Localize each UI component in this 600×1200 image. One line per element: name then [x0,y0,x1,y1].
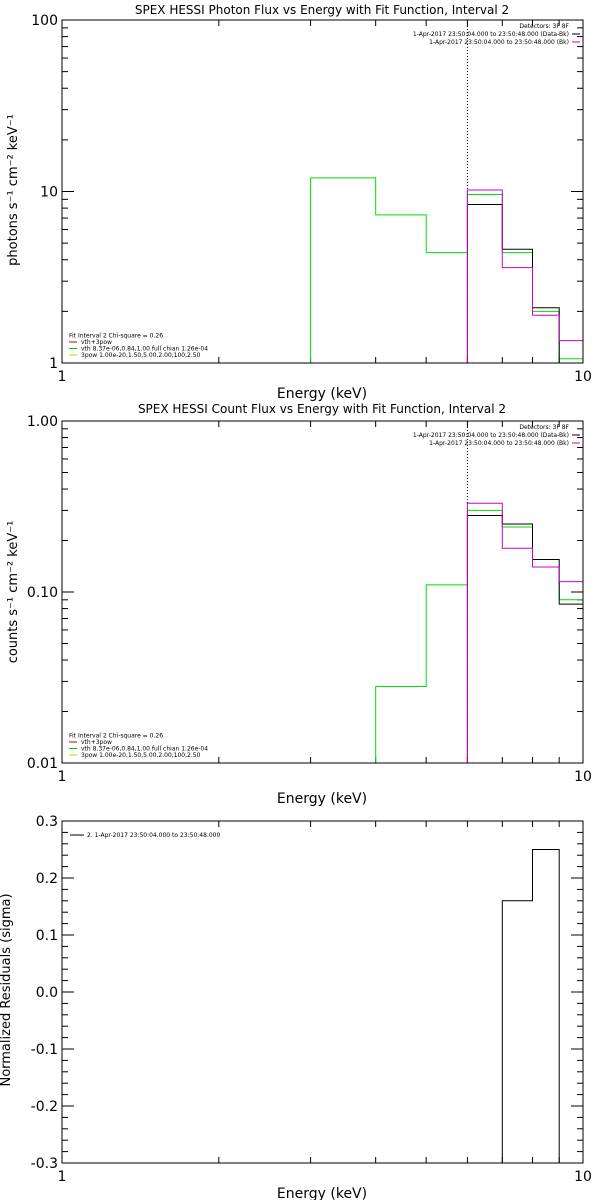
y-tick-label: 0.10 [27,585,58,601]
legend-entry: Fit Interval 2 Chi-square = 0.26 [69,333,163,340]
series-data-bk [466,515,584,763]
panel3-xlabel: Energy (keV) [277,1186,367,1200]
legend-entry: vth+3pow [81,339,112,346]
legend-entry: 3pow 1.00e-20,1.50,5.00,2.00,100,2.50 [81,752,201,759]
x-tick-label: 10 [574,369,592,385]
y-tick-label: -0.3 [31,1156,58,1172]
panel-photon-flux: SPEX HESSI Photon Flux vs Energy with Fi… [6,3,592,402]
legend-entry: Detectors: 3F 8F [519,424,569,431]
panel1-plot-frame [61,19,584,364]
panel3-plot-frame [61,820,584,1164]
legend-entry: 1-Apr-2017 23:50:04.000 to 23:50:48.000 … [429,39,569,46]
x-tick-label: 1 [58,1169,67,1185]
y-tick-label: 0.0 [36,985,58,1001]
legend-entry: vth 8.37e-06,0.84,1.00 full chian 1.26e-… [81,746,208,753]
panel1-xlabel: Energy (keV) [277,386,367,402]
panel2-title: SPEX HESSI Count Flux vs Energy with Fit… [138,402,506,416]
panel1-title: SPEX HESSI Photon Flux vs Energy with Fi… [135,3,509,17]
panel-count-flux: SPEX HESSI Count Flux vs Energy with Fit… [6,402,592,807]
legend-entry: vth 8.37e-06,0.84,1.00 full chian 1.26e-… [81,346,208,353]
series-bk [466,189,584,363]
y-tick-label: 0.01 [27,756,58,772]
x-tick-label: 10 [574,1169,592,1185]
y-tick-label: 100 [31,13,58,29]
panel3-ylabel: Normalized Residuals (sigma) [0,893,14,1086]
series-data-bk [466,204,583,364]
panel-residuals: Normalized Residuals (sigma) Energy (keV… [0,814,592,1200]
legend-entry: Detectors: 3F 8F [519,23,569,30]
legend-entry: 1-Apr-2017 23:50:04.000 to 23:50:48.000 … [413,31,569,38]
panel2-xlabel: Energy (keV) [277,791,367,807]
panel2-plot-frame [61,420,584,764]
legend-entry: vth+3pow [81,739,112,746]
legend-entry: Fit Interval 2 Chi-square = 0.26 [69,733,163,740]
legend-entry: 3pow 1.00e-20,1.50,5.00,2.00,100,2.50 [81,352,201,359]
y-tick-label: -0.2 [31,1099,58,1115]
y-tick-label: 0.3 [36,814,58,830]
x-tick-label: 10 [574,769,592,785]
panel2-ylabel: counts s⁻¹ cm⁻² keV⁻¹ [6,521,21,664]
x-tick-label: 1 [58,769,67,785]
y-tick-label: 1.00 [27,414,58,430]
y-tick-label: 0.2 [36,871,58,887]
series-vth [375,509,584,763]
legend-entry: 1-Apr-2017 23:50:04.000 to 23:50:48.000 … [429,440,569,447]
y-tick-label: 10 [40,185,58,201]
series-residuals [467,849,583,1164]
y-tick-label: 1 [49,356,58,372]
series-bk [466,502,584,763]
y-tick-label: 0.1 [36,928,58,944]
legend-entry: 1-Apr-2017 23:50:04.000 to 23:50:48.000 … [413,432,569,439]
legend-entry: 2. 1-Apr-2017 23:50:04.000 to 23:50:48.0… [87,832,220,839]
y-tick-label: -0.1 [31,1042,58,1058]
panel1-ylabel: photons s⁻¹ cm⁻² keV⁻¹ [6,114,21,266]
x-tick-label: 1 [58,369,67,385]
series-vth [310,177,584,363]
